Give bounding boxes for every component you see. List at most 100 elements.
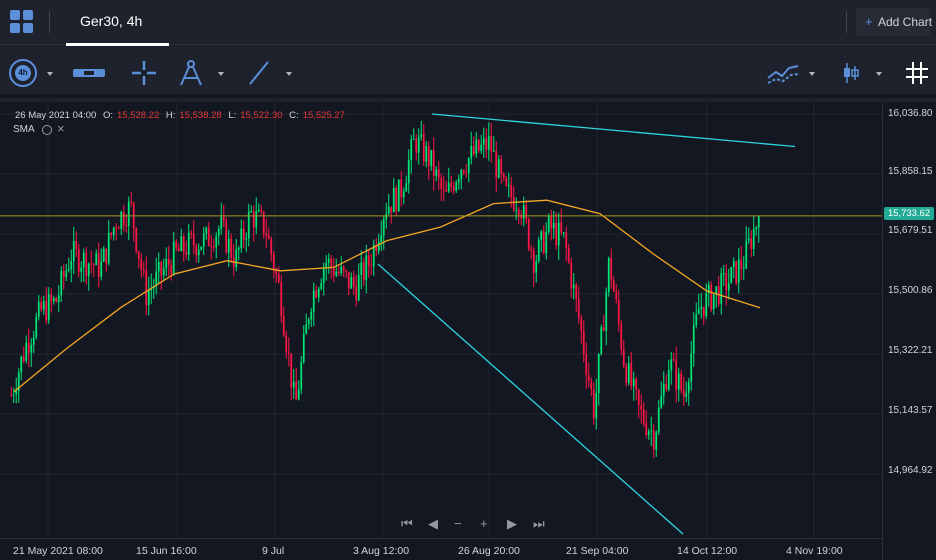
candle-body — [457, 178, 460, 183]
grid-toggle-icon[interactable] — [905, 61, 929, 85]
legend-open: 15,528.22 — [117, 110, 160, 121]
candle-body — [447, 182, 450, 192]
candle-body — [115, 227, 118, 229]
candle-body — [182, 236, 185, 252]
chart-type-icon[interactable] — [72, 66, 106, 80]
tab-chart-ger30[interactable]: Ger30, 4h — [66, 0, 169, 46]
indicators-icon[interactable] — [767, 62, 799, 84]
candle-body — [417, 137, 420, 153]
candle-body — [260, 210, 263, 212]
time-tick: 26 Aug 20:00 — [458, 545, 520, 557]
candle-body — [312, 290, 315, 312]
candle-body — [675, 360, 678, 390]
candle-body — [172, 241, 175, 274]
trend-line-icon[interactable] — [248, 60, 270, 86]
candle-body — [630, 362, 633, 386]
candle-body — [65, 270, 68, 278]
candle-body — [702, 306, 705, 317]
candle-body — [697, 308, 700, 315]
candle-body — [485, 138, 488, 150]
candle-body — [365, 255, 368, 281]
zoom-in-icon[interactable]: + — [480, 516, 488, 531]
active-tab-indicator — [66, 43, 169, 46]
candle-body — [587, 375, 590, 382]
candles-icon[interactable] — [842, 61, 860, 85]
candle-body — [500, 159, 503, 174]
price-tick: 15,858.15 — [888, 166, 933, 177]
candle-body — [727, 283, 730, 291]
candle-body — [560, 222, 563, 233]
settings-icon[interactable] — [42, 125, 52, 135]
legend-close: 15,525.27 — [302, 110, 345, 121]
candle-body — [510, 184, 513, 198]
candle-body — [267, 235, 270, 239]
candle-body — [580, 317, 583, 331]
candle-body — [577, 298, 580, 318]
time-tick: 3 Aug 12:00 — [353, 545, 410, 557]
chevron-down-icon[interactable] — [47, 72, 53, 76]
time-axis-border — [0, 538, 882, 539]
candle-body — [742, 267, 745, 269]
candle-body — [467, 158, 470, 174]
candle-body — [725, 273, 728, 291]
candle-body — [665, 383, 668, 390]
chevron-down-icon[interactable] — [809, 72, 815, 76]
candle-body — [155, 271, 158, 287]
candle-body — [605, 291, 608, 331]
candle-body — [647, 431, 650, 436]
timeframe-button[interactable]: 4h — [9, 59, 37, 87]
candle-body — [320, 283, 323, 289]
chevron-down-icon[interactable] — [286, 72, 292, 76]
candle-body — [72, 241, 75, 262]
candle-body — [432, 150, 435, 177]
trendline-lower — [377, 263, 684, 535]
candle-body — [247, 211, 250, 239]
scroll-right-icon[interactable]: ▶ — [507, 516, 517, 531]
candle-body — [505, 178, 508, 186]
candle-body — [27, 342, 30, 353]
chevron-down-icon[interactable] — [876, 72, 882, 76]
candle-body — [615, 291, 618, 300]
candle-body — [150, 288, 153, 291]
candle-body — [340, 266, 343, 273]
candle-body — [550, 215, 553, 229]
candle-body — [677, 373, 680, 390]
candle-body — [127, 201, 130, 226]
candle-body — [537, 239, 540, 262]
close-icon[interactable]: × — [57, 121, 65, 136]
legend-high: 15,538.28 — [179, 110, 222, 121]
add-chart-button[interactable]: + Add Chart — [856, 8, 933, 36]
candle-body — [45, 301, 48, 321]
candle-body — [140, 259, 143, 270]
candle-body — [345, 270, 348, 272]
candle-body — [210, 246, 213, 248]
candle-body — [360, 262, 363, 275]
add-chart-label: Add Chart — [878, 15, 933, 29]
price-chart[interactable] — [0, 102, 936, 560]
candle-body — [197, 249, 200, 256]
scroll-left-icon[interactable]: ◀ — [428, 516, 438, 531]
layout-grid-icon[interactable] — [10, 10, 33, 33]
chart-area[interactable]: 26 May 2021 04:00 O: 15,528.22 H: 15,538.2… — [0, 102, 936, 560]
zoom-out-icon[interactable]: − — [454, 516, 462, 531]
drawing-tools-icon[interactable] — [178, 59, 204, 87]
candle-body — [612, 280, 615, 292]
candle-body — [425, 146, 428, 162]
candle-body — [640, 405, 643, 410]
candle-body — [750, 238, 753, 250]
chevron-down-icon[interactable] — [218, 72, 224, 76]
candle-body — [257, 210, 260, 212]
candle-body — [95, 253, 98, 266]
scroll-to-start-icon[interactable]: ⏮ — [401, 516, 413, 531]
chart-toolbar: 4h — [0, 48, 936, 98]
candle-body — [430, 150, 433, 167]
candle-body — [290, 353, 293, 388]
crosshair-icon[interactable] — [131, 60, 157, 86]
candle-body — [722, 273, 725, 275]
legend-high-key: H: — [165, 110, 176, 121]
candle-body — [690, 353, 693, 382]
scroll-to-end-icon[interactable]: ⏭ — [533, 516, 545, 531]
sma-line — [13, 199, 761, 393]
candle-body — [102, 248, 105, 262]
candle-body — [142, 269, 145, 271]
